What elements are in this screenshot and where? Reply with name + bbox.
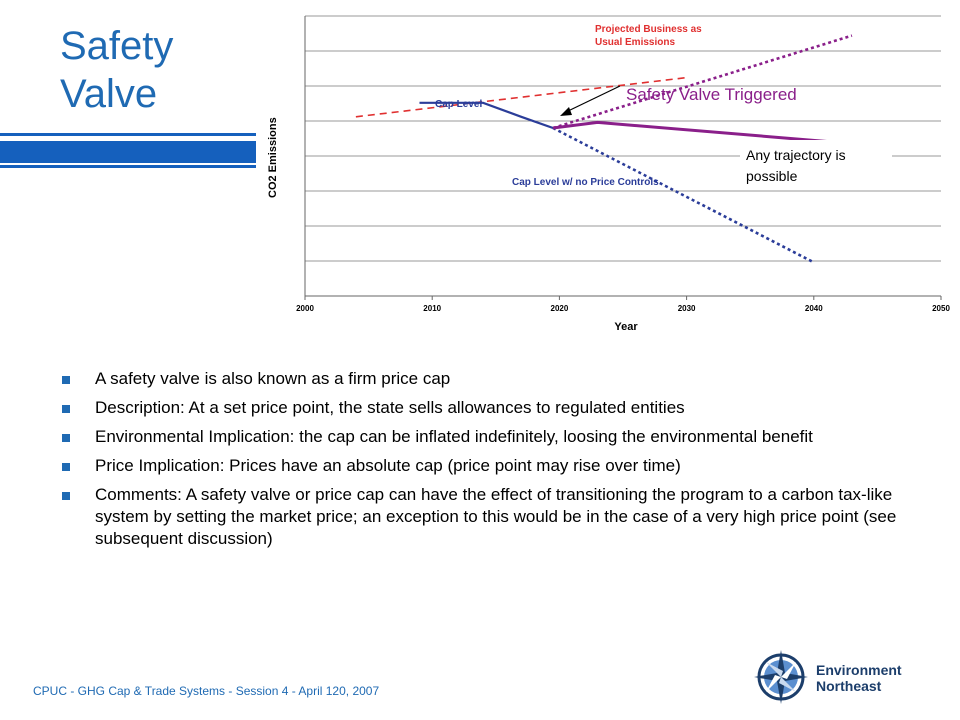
bau-label-line1: Projected Business as: [595, 24, 702, 35]
bullet-square-icon: [62, 434, 70, 442]
series-line-4: [552, 120, 834, 144]
trajectory-note-line2: possible: [746, 168, 798, 184]
organization-logo: Environment Northeast: [752, 648, 922, 708]
footer-text: CPUC - GHG Cap & Trade Systems - Session…: [33, 684, 380, 698]
bullet-text: Price Implication: Prices have an absolu…: [95, 456, 681, 475]
trajectory-note-bg: [740, 140, 892, 190]
bullet-item: A safety valve is also known as a firm p…: [62, 368, 932, 390]
bullet-square-icon: [62, 463, 70, 471]
x-axis-label: Year: [614, 321, 638, 333]
series-line-3: [552, 34, 853, 130]
bullet-square-icon: [62, 376, 70, 384]
y-axis-label: CO2 Emissions: [267, 117, 279, 198]
bullet-item: Description: At a set price point, the s…: [62, 397, 932, 419]
bullet-text: Description: At a set price point, the s…: [95, 398, 685, 417]
logo-text: Environment Northeast: [816, 662, 902, 694]
bau-label-line2: Usual Emissions: [595, 37, 675, 48]
bullet-text: Comments: A safety valve or price cap ca…: [95, 485, 897, 548]
trajectory-note-line1: Any trajectory is: [746, 147, 846, 163]
bullet-item: Comments: A safety valve or price cap ca…: [62, 484, 932, 550]
no-price-controls-label: Cap Level w/ no Price Controls: [512, 177, 659, 188]
chart-series: [355, 34, 853, 264]
x-tick-label: 2000: [296, 304, 314, 313]
x-tick-label: 2010: [423, 304, 441, 313]
x-tick-label: 2040: [805, 304, 823, 313]
logo-line1: Environment: [816, 662, 902, 678]
series-line-2: [552, 126, 815, 264]
chart-labels: CO2 Emissions Year Projected Business as…: [267, 24, 892, 333]
safety-valve-label: Safety Valve Triggered: [626, 85, 797, 104]
slide-title-line2: Valve: [60, 72, 158, 116]
compass-rose-icon: [754, 650, 808, 704]
series-line-1: [419, 101, 554, 130]
logo-line2: Northeast: [816, 678, 882, 694]
x-tick-label: 2020: [551, 304, 569, 313]
bullet-square-icon: [62, 492, 70, 500]
slide-title-line1: Safety: [60, 24, 174, 68]
x-tick-label: 2030: [678, 304, 696, 313]
cap-level-label: Cap Level: [435, 99, 482, 110]
bullet-text: Environmental Implication: the cap can b…: [95, 427, 813, 446]
safety-valve-arrowhead: [560, 107, 572, 116]
bullet-text: A safety valve is also known as a firm p…: [95, 369, 451, 388]
title-accent-bar: [0, 133, 256, 169]
series-line-0: [355, 76, 687, 118]
bullet-item: Environmental Implication: the cap can b…: [62, 426, 932, 448]
emissions-chart: 2000 2010 2020 2030 2040 2050 CO2 Emissions Y…: [267, 15, 950, 333]
bullet-item: Price Implication: Prices have an absolu…: [62, 455, 932, 477]
bullet-square-icon: [62, 405, 70, 413]
safety-valve-arrow: [565, 85, 621, 113]
slide-title: Safety Valve: [60, 22, 260, 118]
x-tick-label: 2050: [932, 304, 950, 313]
bullet-list: A safety valve is also known as a firm p…: [62, 368, 932, 557]
chart-axes: 2000 2010 2020 2030 2040 2050: [296, 16, 950, 313]
